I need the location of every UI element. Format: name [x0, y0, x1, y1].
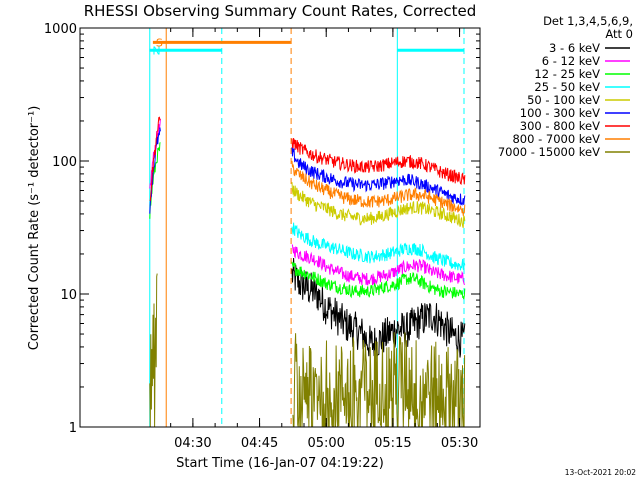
legend-label-6: 300 - 800 keV [520, 119, 600, 133]
y-tick-label-3: 1000 [44, 22, 77, 37]
x-tick-label-3: 05:15 [374, 436, 411, 451]
legend-label-1: 6 - 12 keV [542, 54, 600, 68]
series-line-1 [149, 118, 465, 286]
x-tick-label-2: 05:00 [307, 436, 344, 451]
series-layer [149, 116, 466, 427]
legend-header-line-1: Det 1,3,4,5,6,9, [543, 14, 633, 28]
legend-label-8: 7000 - 15000 keV [498, 145, 600, 159]
legend-header-line-2: Att 0 [605, 27, 633, 41]
x-axis-label: Start Time (16-Jan-07 04:19:22) [176, 456, 384, 471]
x-tick-label-0: 04:30 [174, 436, 211, 451]
series-line-7 [291, 160, 466, 216]
vlines-layer [149, 28, 465, 427]
legend-label-3: 25 - 50 keV [534, 80, 600, 94]
legend-label-2: 12 - 25 keV [534, 67, 600, 81]
legend-label-0: 3 - 6 keV [549, 41, 600, 55]
series-line-6 [149, 116, 466, 202]
series-line-8 [149, 273, 466, 427]
x-tick-label-4: 05:30 [441, 436, 478, 451]
y-tick-label-2: 100 [52, 155, 77, 170]
marker-label-1: N [152, 44, 160, 57]
x-axis: 04:30 04:45 05:00 05:15 05:30 [170, 28, 478, 451]
y-axis: 1 10 100 1000 [44, 22, 480, 436]
legend-label-7: 800 - 7000 keV [512, 132, 600, 146]
chart-title: RHESSI Observing Summary Count Rates, Co… [84, 2, 477, 20]
series-line-0 [291, 257, 466, 361]
series-line-3 [291, 222, 466, 271]
plot-frame [79, 27, 481, 428]
y-tick-label-1: 10 [60, 288, 77, 303]
series-line-4 [291, 182, 466, 228]
markers-layer: SN [149, 36, 464, 57]
legend-label-5: 100 - 300 keV [520, 106, 600, 120]
y-axis-label: Corrected Count Rate (s⁻¹ detector⁻¹) [27, 106, 42, 351]
y-tick-label-0: 1 [69, 421, 77, 436]
marker-label-0: S [156, 36, 163, 49]
legend-label-4: 50 - 100 keV [527, 93, 600, 107]
footer-timestamp: 13-Oct-2021 20:02 [565, 468, 636, 477]
x-tick-label-1: 04:45 [241, 436, 278, 451]
